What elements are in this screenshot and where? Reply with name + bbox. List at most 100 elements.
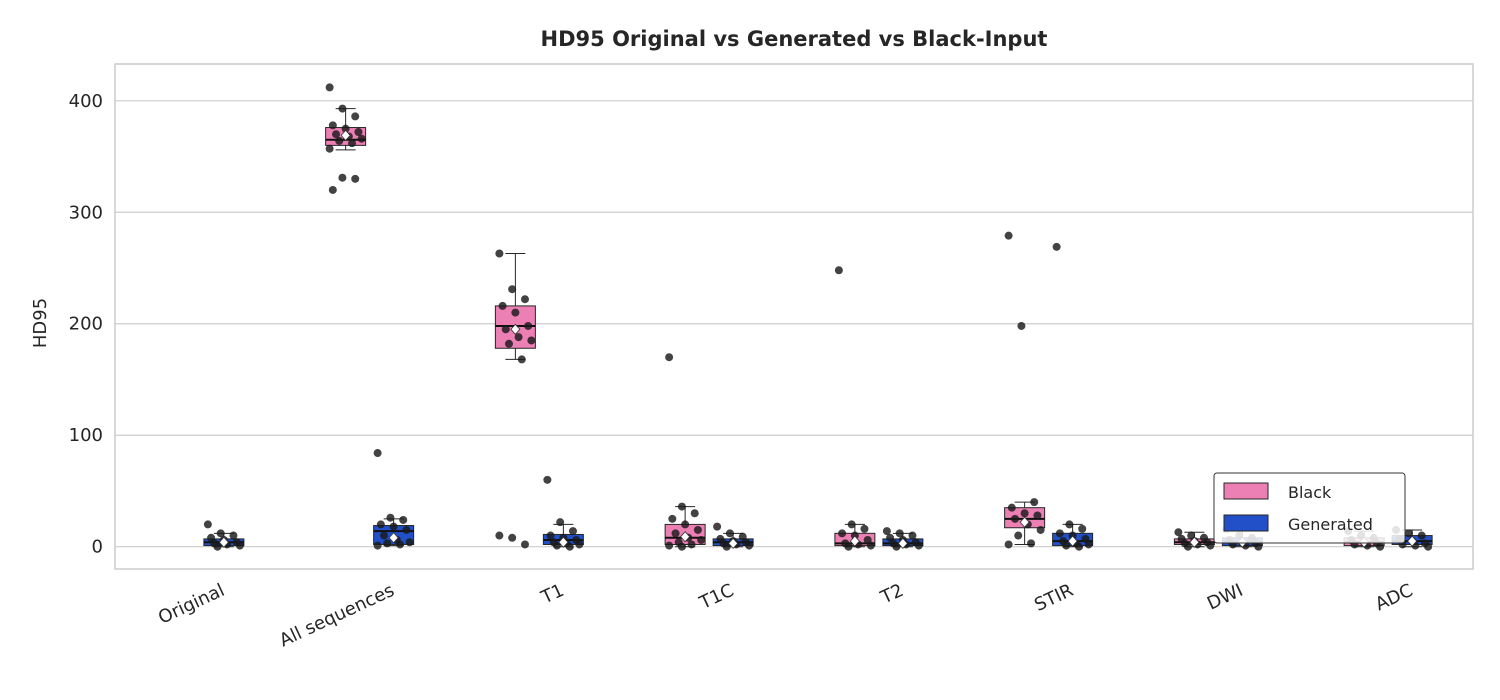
data-point-black	[332, 130, 341, 139]
data-point-black	[1014, 531, 1023, 540]
data-point-generated	[556, 518, 565, 527]
data-point-black	[338, 173, 347, 182]
data-point-black	[677, 502, 686, 511]
data-point-black	[1033, 511, 1042, 520]
x-tick-label: DWI	[1204, 580, 1246, 615]
mean-marker-generated	[218, 536, 229, 548]
data-point-black	[834, 266, 843, 275]
data-point-generated	[399, 515, 408, 524]
data-point-black	[508, 285, 517, 294]
x-tick-label: T1	[537, 580, 567, 609]
legend-swatch-black	[1223, 482, 1269, 500]
data-point-generated	[373, 449, 382, 458]
y-tick-label: 300	[69, 202, 103, 223]
data-point-generated	[1065, 520, 1074, 529]
data-point-generated	[908, 531, 917, 540]
data-point-black	[495, 531, 504, 540]
data-point-generated	[552, 541, 561, 550]
data-point-black	[520, 540, 529, 549]
mean-marker-black	[680, 531, 691, 543]
data-point-generated	[1055, 529, 1064, 538]
data-point-black	[328, 121, 337, 130]
data-point-black	[495, 249, 504, 258]
y-tick-label: 400	[69, 91, 103, 112]
data-point-generated	[1075, 542, 1084, 551]
mean-marker-black	[510, 323, 521, 335]
mean-marker-generated	[897, 537, 908, 549]
data-point-black	[671, 529, 680, 538]
data-point-black	[693, 525, 702, 534]
data-point-black	[517, 355, 526, 364]
data-point-black	[866, 541, 875, 550]
data-point-black	[511, 308, 520, 317]
mean-marker-black	[340, 129, 351, 141]
data-point-generated	[216, 529, 225, 538]
data-point-black	[328, 185, 337, 194]
data-point-black	[1020, 509, 1029, 518]
data-point-generated	[1254, 542, 1263, 551]
x-tick-label: T2	[877, 580, 907, 609]
data-point-black	[1206, 541, 1215, 550]
data-point-black	[847, 520, 856, 529]
data-point-generated	[1084, 540, 1093, 549]
y-tick-label: 200	[69, 314, 103, 335]
data-point-generated	[546, 531, 555, 540]
mean-marker-generated	[558, 536, 569, 548]
mean-marker-black	[1019, 516, 1030, 528]
mean-marker-generated	[1067, 535, 1078, 547]
data-point-generated	[722, 542, 731, 551]
data-point-black	[520, 295, 529, 304]
mean-marker-generated	[388, 532, 399, 544]
y-tick-label: 0	[92, 537, 103, 558]
x-tick-label: Original	[155, 580, 228, 629]
data-point-generated	[914, 541, 923, 550]
data-point-black	[1036, 525, 1045, 534]
data-point-black	[501, 325, 510, 334]
data-point-black	[690, 509, 699, 518]
data-point-black	[677, 542, 686, 551]
data-point-generated	[725, 529, 734, 538]
data-point-generated	[1062, 541, 1071, 550]
data-point-black	[844, 542, 853, 551]
data-point-black	[357, 134, 366, 143]
data-point-black	[325, 144, 334, 153]
data-points	[203, 83, 1433, 551]
data-point-black	[681, 520, 690, 529]
mean-marker-black	[1189, 536, 1200, 548]
data-point-generated	[895, 529, 904, 538]
data-point-generated	[713, 522, 722, 531]
legend-swatch-generated	[1223, 514, 1269, 532]
data-point-black	[1004, 540, 1013, 549]
legend-label-generated: Generated	[1288, 515, 1373, 534]
mean-marker-generated	[728, 537, 739, 549]
data-point-black	[325, 83, 334, 92]
y-tick-labels: 0 100 200 300 400	[69, 91, 103, 558]
plot-frame	[114, 63, 1474, 570]
x-tick-labels: Original All sequences T1 T1C T2 STIR DWI ADC	[155, 580, 1416, 652]
data-point-black	[335, 136, 344, 145]
data-point-black	[1007, 503, 1016, 512]
data-point-generated	[565, 542, 574, 551]
data-point-black	[1030, 498, 1039, 507]
data-point-generated	[213, 542, 222, 551]
data-point-generated	[1052, 242, 1061, 251]
data-point-generated	[1424, 542, 1433, 551]
data-point-generated	[373, 541, 382, 550]
data-point-generated	[386, 513, 395, 522]
data-point-black	[860, 524, 869, 533]
data-point-generated	[882, 527, 891, 536]
data-point-black	[1004, 231, 1013, 240]
y-tick-label: 100	[69, 425, 103, 446]
data-point-black	[697, 536, 706, 545]
data-point-black	[351, 112, 360, 121]
legend: Black Generated	[1213, 472, 1406, 544]
data-point-black	[1027, 539, 1036, 548]
data-point-black	[498, 301, 507, 310]
data-point-generated	[389, 522, 398, 531]
data-point-black	[348, 139, 357, 148]
data-point-black	[514, 333, 523, 342]
data-point-black	[687, 540, 696, 549]
data-point-black	[351, 174, 360, 183]
data-point-black	[508, 533, 517, 542]
